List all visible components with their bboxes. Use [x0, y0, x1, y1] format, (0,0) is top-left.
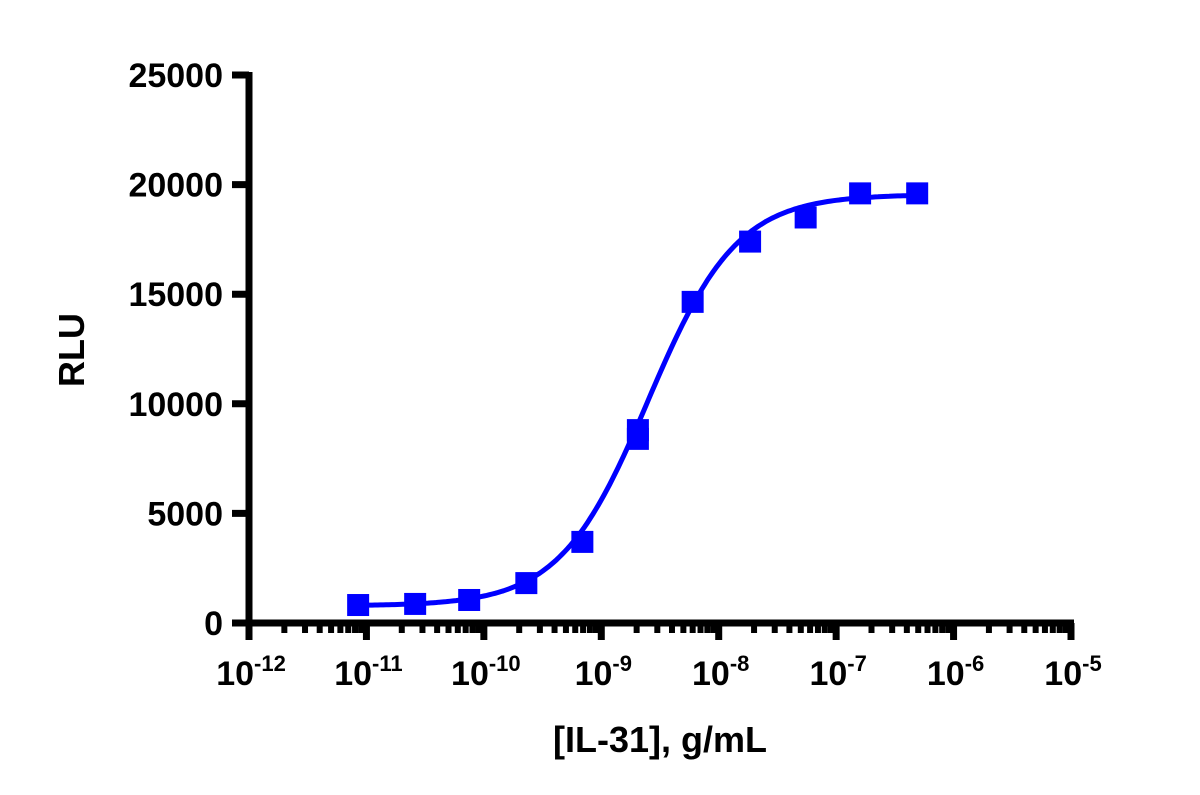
y-tick-label: 25000 — [128, 57, 223, 95]
y-tick-label: 15000 — [128, 276, 223, 314]
data-point-marker — [571, 530, 594, 553]
y-tick-label: 0 — [204, 605, 223, 643]
data-point-marker — [739, 230, 762, 253]
data-point-marker — [626, 419, 649, 442]
x-tick-label: 10-7 — [809, 651, 866, 693]
data-markers — [347, 182, 929, 617]
x-axis-title: [IL-31], g/mL — [553, 719, 767, 760]
x-tick-label: 10-5 — [1044, 651, 1101, 693]
fit-curve — [355, 192, 920, 608]
axes — [232, 71, 1075, 640]
data-point-marker — [906, 182, 929, 205]
y-tick-label: 10000 — [128, 386, 223, 424]
data-point-marker — [515, 572, 538, 595]
x-tick-label: 10-11 — [334, 651, 402, 693]
data-point-marker — [458, 588, 481, 611]
x-tick-labels: 10-12 10-11 10-10 10-9 10-8 10-7 10-6 10-5 — [216, 651, 1102, 693]
x-tick-label: 10-6 — [927, 651, 984, 693]
x-tick-label: 10-10 — [451, 651, 521, 693]
y-tick-label: 20000 — [128, 167, 223, 205]
data-point-marker — [849, 182, 872, 205]
y-tick-labels: 0 5000 10000 15000 20000 25000 — [128, 57, 223, 643]
y-axis-title: RLU — [51, 313, 92, 387]
data-point-marker — [347, 594, 370, 617]
data-point-marker — [404, 592, 427, 615]
x-tick-label: 10-12 — [216, 651, 286, 693]
y-tick-label: 5000 — [147, 495, 223, 533]
x-tick-label: 10-8 — [692, 651, 749, 693]
data-point-marker — [794, 206, 817, 229]
x-tick-label: 10-9 — [575, 651, 632, 693]
data-point-marker — [681, 290, 704, 313]
